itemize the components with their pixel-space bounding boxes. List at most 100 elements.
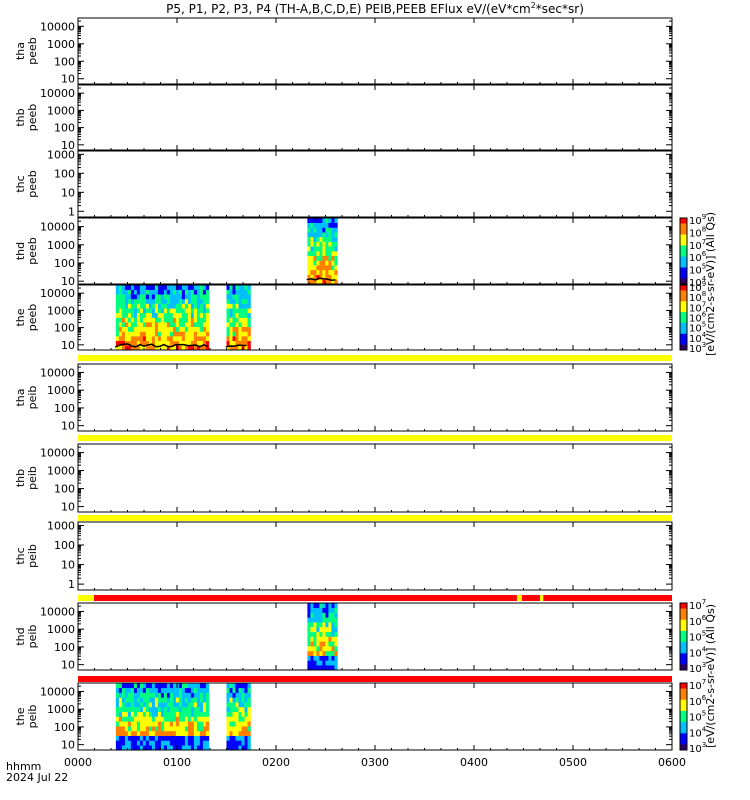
spectrogram-cell <box>307 279 311 285</box>
spectrogram-cell <box>142 294 147 300</box>
spectrogram-cell <box>196 745 201 751</box>
spectrogram-cell <box>325 255 329 261</box>
spectrogram-cell <box>130 331 135 337</box>
spectrogram-cell <box>184 336 189 342</box>
spectrogram-cell <box>247 322 251 328</box>
spectrogram-cell <box>172 711 177 717</box>
spectrogram-cell <box>160 289 165 295</box>
spectrogram-cell <box>187 692 192 698</box>
spectrogram-cell <box>184 692 189 698</box>
spectrogram-cell <box>205 697 210 703</box>
colorbar-cell <box>680 264 687 268</box>
spectrogram-cell <box>127 345 132 351</box>
ytick-label: 10 <box>61 73 75 86</box>
spectrogram-cell <box>190 711 195 717</box>
spectrogram-cell <box>202 697 207 703</box>
spectrogram-cell <box>115 702 120 708</box>
spectrogram-cell <box>322 650 326 656</box>
spectrogram-cell <box>247 326 251 332</box>
spectrogram-cell <box>184 308 189 314</box>
spectrogram-cell <box>226 721 230 727</box>
spectrogram-cell <box>142 317 147 323</box>
spectrogram-cell <box>196 289 201 295</box>
spectrogram-cell <box>325 636 329 642</box>
colorbar-cell <box>680 647 687 651</box>
spectrogram-cell <box>175 702 180 708</box>
spectrogram-cell <box>232 740 236 746</box>
spectrogram-cell <box>136 308 141 314</box>
spectrogram-cell <box>142 336 147 342</box>
spectrogram-cell <box>235 683 239 689</box>
ytick-label: 100 <box>54 539 75 552</box>
spectrogram-cell <box>244 745 248 751</box>
spectrogram-cell <box>121 340 126 346</box>
spectrogram-cell <box>325 641 329 647</box>
spectrogram-cell <box>199 716 204 722</box>
colorbar-cell <box>680 240 687 244</box>
spectrogram-cell <box>307 631 311 637</box>
colorbar-cell <box>680 237 687 241</box>
spectrogram-cell <box>202 308 207 314</box>
spectrogram-cell <box>202 298 207 304</box>
colorbar-cell <box>680 630 687 634</box>
spectrogram-cell <box>322 655 326 661</box>
spectrogram-cell <box>229 683 233 689</box>
spectrogram-cell <box>325 622 329 628</box>
spectrogram-cell <box>175 683 180 689</box>
spectrogram-cell <box>247 735 251 741</box>
spectrogram-cell <box>319 665 323 671</box>
spectrogram-cell <box>154 308 159 314</box>
spectrogram-cell <box>145 740 150 746</box>
spectrogram-cell <box>334 603 338 609</box>
ylabel-probe: thb <box>14 108 27 126</box>
spectrogram-cell <box>205 322 210 328</box>
spectrogram-cell <box>151 317 156 323</box>
spectrogram-cell <box>331 218 335 224</box>
spectrogram-cell <box>187 687 192 693</box>
spectrogram-cell <box>325 260 329 266</box>
spectrogram-cell <box>175 726 180 732</box>
spectrogram-cell <box>229 312 233 318</box>
spectrogram-cell <box>175 735 180 741</box>
spectrogram-cell <box>169 317 174 323</box>
spectrogram-cell <box>181 298 186 304</box>
spectrogram-cell <box>196 322 201 328</box>
spectrogram-cell <box>313 265 317 271</box>
ytick-label: 100 <box>54 402 75 415</box>
spectrogram-cell <box>136 711 141 717</box>
spectrogram-cell <box>313 636 317 642</box>
spectrogram-cell <box>232 702 236 708</box>
spectrogram-cell <box>124 716 129 722</box>
spectrogram-cell <box>175 716 180 722</box>
spectrogram-cell <box>241 683 245 689</box>
spectrogram-cell <box>310 218 314 224</box>
spectrogram-cell <box>178 340 183 346</box>
spectrogram-cell <box>307 232 311 238</box>
spectrogram-cell <box>235 317 239 323</box>
colorbar-cell <box>680 341 687 345</box>
panel-background <box>78 218 672 284</box>
spectrogram-cell <box>238 730 242 736</box>
spectrogram-cell <box>151 289 156 295</box>
spectrogram-cell <box>160 706 165 712</box>
ylabel-instrument: peib <box>26 386 39 410</box>
spectrogram-cell <box>226 289 230 295</box>
spectrogram-cell <box>196 721 201 727</box>
spectrogram-cell <box>142 340 147 346</box>
spectrogram-cell <box>241 322 245 328</box>
colorbar-tick-exponent: 3 <box>702 661 706 669</box>
spectrogram-cell <box>316 617 320 623</box>
spectrogram-cell <box>190 740 195 746</box>
spectrogram-cell <box>124 312 129 318</box>
spectrogram-cell <box>130 294 135 300</box>
spectrogram-cell <box>319 612 323 618</box>
spectrogram-cell <box>316 251 320 257</box>
spectrogram-cell <box>325 265 329 271</box>
colorbar-cell <box>680 744 687 748</box>
spectrogram-cell <box>133 687 138 693</box>
spectrogram-cell <box>163 721 168 727</box>
spectrogram-cell <box>331 265 335 271</box>
spectrogram-cell <box>121 285 126 290</box>
